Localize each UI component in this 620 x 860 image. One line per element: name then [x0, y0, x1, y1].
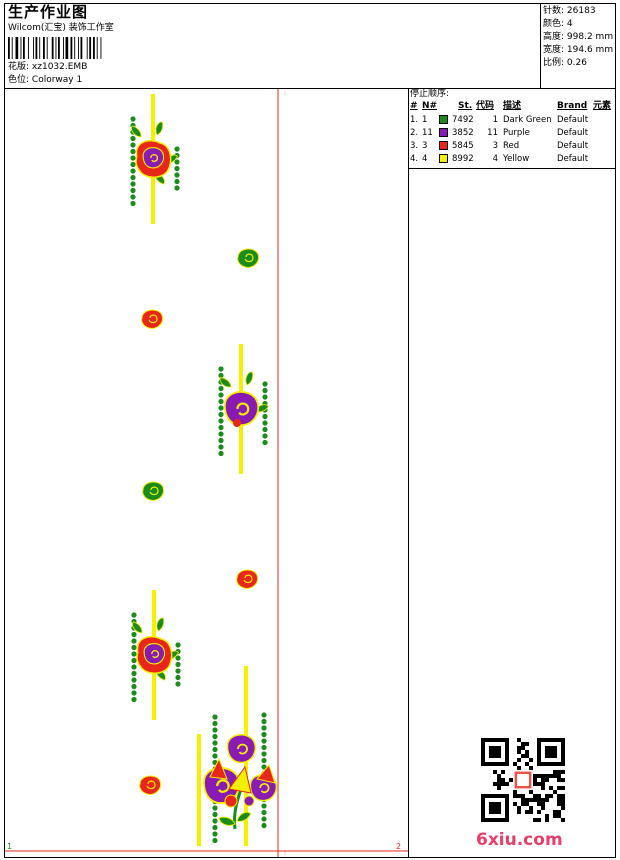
row-stitches: 8992 [452, 154, 474, 164]
yellow-stem [197, 734, 201, 846]
row-brand: Default [557, 128, 589, 138]
row-description: Yellow [503, 154, 530, 164]
stat-stitches: 针数: 26183 [543, 6, 596, 16]
color-swatch [439, 128, 448, 137]
color-swatch [439, 141, 448, 150]
stitch-dots [174, 146, 180, 191]
colorway-label: 色位: [8, 75, 30, 85]
design-label: 花版: [8, 62, 30, 72]
page-title: 生产作业图 [8, 3, 89, 21]
col-brand: Brand [557, 101, 588, 111]
red-spiral-motif [139, 775, 162, 795]
row-code: 3 [492, 141, 498, 151]
row-brand: Default [557, 115, 589, 125]
row-code: 1 [492, 115, 498, 125]
rose-cluster [129, 94, 180, 224]
colorway-value: Colorway 1 [31, 75, 83, 85]
row-brand: Default [557, 154, 589, 164]
colorway-line: 色位: Colorway 1 [8, 76, 82, 85]
row-description: Dark Green [503, 115, 552, 125]
marker-bottom: : [284, 850, 286, 857]
red-spiral-motif [141, 309, 164, 329]
row-n: 11 [422, 128, 433, 138]
rose-cluster-purple [217, 344, 270, 474]
stop-table-bottom [408, 168, 616, 169]
col-code: 代码 [476, 101, 495, 111]
row-brand: Default [557, 141, 589, 151]
row-index: 4. [410, 154, 419, 164]
row-stitches: 3852 [452, 128, 474, 138]
row-n: 4 [422, 154, 428, 164]
bouquet-motif [197, 666, 278, 846]
stitch-dots [262, 381, 268, 446]
green-spiral-motif [237, 248, 260, 268]
design-line: 花版: xz1032.EMB [8, 63, 87, 72]
row-stitches: 5845 [452, 141, 474, 151]
sheet-frame [4, 3, 616, 858]
row-index: 3. [410, 141, 419, 151]
marker-2: 2 [396, 842, 401, 851]
stitch-dots [175, 642, 181, 687]
color-swatch [439, 115, 448, 124]
row-description: Red [503, 141, 520, 151]
canvas-panel-divider [408, 88, 409, 858]
red-spiral-motif [236, 569, 259, 589]
row-index: 2. [410, 128, 419, 138]
header-divider [4, 88, 616, 89]
row-description: Purple [503, 128, 530, 138]
row-index: 1. [410, 115, 419, 125]
col-hash: # [410, 101, 418, 111]
qr-code [481, 738, 565, 822]
marker-top: : [284, 90, 286, 97]
company-name: Wilcom(汇宝) 装饰工作室 [8, 23, 114, 33]
green-spiral-motif [142, 481, 165, 501]
watermark: 6xiu.com [476, 830, 563, 850]
row-code: 11 [487, 128, 498, 138]
col-st: St. [458, 101, 473, 111]
stat-colors: 颜色: 4 [543, 19, 573, 29]
color-swatch [439, 154, 448, 163]
stats-divider [540, 3, 541, 88]
col-desc: 描述 [503, 101, 522, 111]
design-canvas: 1 2 : : [5, 89, 408, 857]
marker-1: 1 [7, 842, 12, 851]
row-code: 4 [492, 154, 498, 164]
barcode [8, 37, 102, 59]
design-value: xz1032.EMB [31, 62, 88, 72]
col-n: N# [422, 101, 438, 111]
stop-sequence-title: 停止顺序: [410, 89, 450, 99]
col-element: 元素 [593, 101, 612, 111]
row-n: 1 [422, 115, 428, 125]
embroidery-motifs [129, 94, 278, 846]
stat-scale: 比例: 0.26 [543, 58, 587, 68]
rose-cluster [130, 590, 181, 720]
row-n: 3 [422, 141, 428, 151]
stat-width: 宽度: 194.6 mm [543, 45, 614, 55]
stat-height: 高度: 998.2 mm [543, 32, 614, 42]
row-stitches: 7492 [452, 115, 474, 125]
